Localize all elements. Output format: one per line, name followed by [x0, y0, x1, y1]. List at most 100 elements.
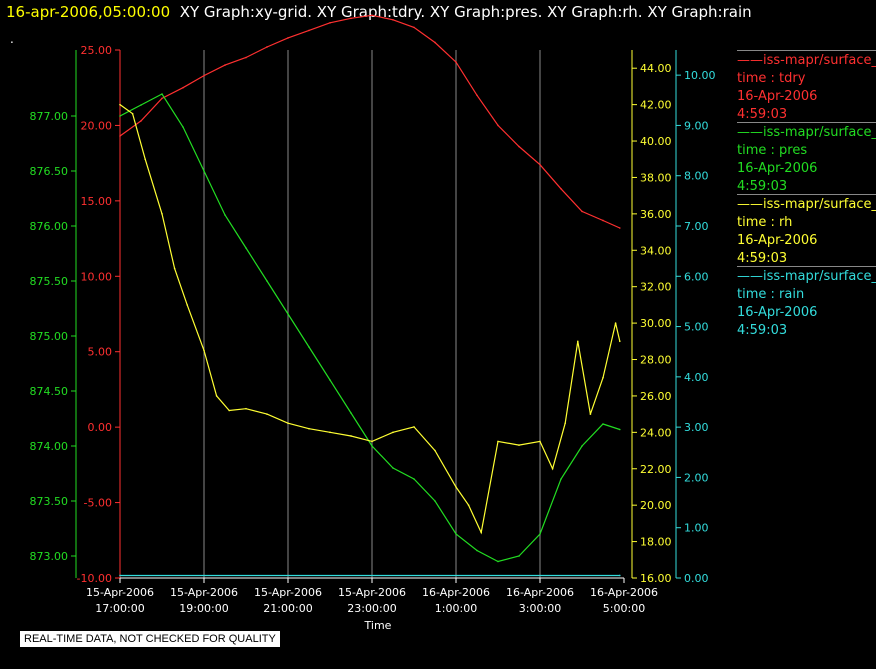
data-point-rh	[329, 431, 331, 434]
data-point-tdry	[245, 56, 247, 59]
y-tick-label-rh: 16.00	[640, 572, 672, 585]
data-point-tdry	[287, 37, 289, 39]
legend-entry: ——iss-mapr/surface_m time : tdry 16-Apr-20…	[737, 50, 876, 124]
legend-date: 16-Apr-2006	[737, 233, 818, 248]
series-line-pres	[119, 93, 620, 563]
data-point-tdry	[161, 97, 163, 100]
x-tick-label-date: 16-Apr-2006	[506, 586, 574, 599]
data-point-tdry	[119, 135, 121, 137]
data-point-pres	[350, 412, 352, 414]
y-tick-label-rh: 22.00	[640, 463, 672, 476]
data-point-tdry	[371, 14, 373, 17]
data-point-tdry	[266, 46, 268, 48]
data-point-rh	[589, 413, 592, 415]
y-tick-label-pres: 874.00	[30, 440, 69, 453]
data-point-rh	[392, 431, 394, 434]
data-point-rh	[602, 376, 604, 379]
data-point-pres	[245, 247, 247, 249]
data-point-rh	[308, 427, 310, 430]
x-tick-label-time: 1:00:00	[435, 602, 477, 615]
chart-header: 16-apr-2006,05:00:00 XY Graph:xy-grid. X…	[6, 3, 752, 21]
legend-line: ——iss-mapr/surface_m	[737, 269, 876, 284]
data-point-rh	[131, 112, 134, 115]
data-point-tdry	[518, 145, 520, 148]
x-tick-label-date: 16-Apr-2006	[590, 586, 658, 599]
y-tick-label-tdry: 25.00	[81, 44, 113, 57]
y-tick-label-rh: 36.00	[640, 208, 672, 221]
data-point-rh	[480, 531, 483, 534]
data-point-rh	[413, 426, 415, 428]
y-tick-label-tdry: 20.00	[81, 119, 113, 132]
data-point-tdry	[308, 29, 310, 32]
data-point-pres	[476, 549, 478, 552]
series-line-rh	[119, 104, 621, 535]
legend-date: 16-Apr-2006	[737, 161, 818, 176]
y-tick-label-rain: 10.00	[684, 69, 716, 82]
data-point-tdry	[455, 61, 457, 63]
data-point-rh	[455, 486, 457, 488]
legend-line: ——iss-mapr/surface_m	[737, 197, 876, 212]
data-point-tdry	[476, 94, 478, 97]
y-tick-label-pres: 875.50	[30, 275, 69, 288]
y-tick-label-pres: 873.00	[30, 550, 69, 563]
data-point-rh	[564, 422, 566, 425]
legend-entry: ——iss-mapr/surface_m time : pres 16-Apr-20…	[737, 122, 876, 196]
data-point-tdry	[434, 41, 436, 44]
data-point-tdry	[602, 219, 604, 222]
data-point-tdry	[140, 120, 142, 122]
legend-line: ——iss-mapr/surface_m	[737, 125, 876, 140]
data-point-pres	[203, 170, 205, 172]
data-point-tdry	[581, 210, 583, 213]
y-tick-label-pres: 873.50	[30, 495, 69, 508]
data-point-pres	[497, 560, 499, 563]
y-tick-label-pres: 876.50	[30, 165, 69, 178]
y-tick-label-tdry: 15.00	[81, 195, 113, 208]
data-point-rain	[119, 574, 121, 577]
data-point-pres	[224, 214, 226, 216]
data-point-rh	[539, 440, 541, 443]
data-point-rh	[551, 467, 554, 470]
data-point-rh	[144, 158, 146, 161]
legend-separator	[737, 194, 876, 195]
y-tick-label-rh: 24.00	[640, 426, 672, 439]
y-tick-label-tdry: 0.00	[88, 421, 113, 434]
data-point-rh	[614, 322, 617, 324]
x-tick-label-time: 23:00:00	[347, 602, 396, 615]
y-tick-label-tdry: 10.00	[81, 270, 113, 283]
data-point-rh	[434, 449, 436, 452]
legend-date: 16-Apr-2006	[737, 305, 818, 320]
data-point-pres	[413, 478, 415, 480]
legend-line: ——iss-mapr/surface_m	[737, 53, 876, 68]
legend-time: 4:59:03	[737, 323, 788, 338]
legend-separator	[737, 266, 876, 267]
data-point-rh	[350, 435, 352, 437]
y-tick-label-pres: 876.00	[30, 220, 69, 233]
data-point-tdry	[350, 17, 352, 20]
x-axis-label: Time	[364, 619, 392, 632]
data-point-pres	[392, 467, 394, 469]
x-tick-label-date: 16-Apr-2006	[422, 586, 490, 599]
y-tick-label-tdry: -5.00	[84, 497, 112, 510]
y-tick-label-rh: 20.00	[640, 499, 672, 512]
y-tick-label-tdry: 5.00	[88, 346, 113, 359]
y-tick-label-rh: 26.00	[640, 390, 672, 403]
data-point-rh	[467, 504, 470, 506]
legend-separator	[737, 122, 876, 123]
y-tick-label-tdry: -10.00	[77, 572, 112, 585]
data-point-pres	[455, 533, 457, 535]
data-point-tdry	[182, 86, 184, 89]
data-point-pres	[518, 555, 520, 557]
y-tick-label-rh: 42.00	[640, 99, 672, 112]
y-tick-label-rain: 4.00	[684, 371, 709, 384]
data-point-pres	[140, 104, 142, 106]
data-point-pres	[434, 500, 436, 502]
x-tick-label-date: 15-Apr-2006	[338, 586, 406, 599]
data-point-pres	[119, 115, 121, 117]
y-tick-label-rh: 30.00	[640, 317, 672, 330]
y-tick-label-rain: 8.00	[684, 170, 709, 183]
data-point-pres	[539, 533, 541, 535]
data-point-rh	[173, 267, 176, 270]
header-datetime: 16-apr-2006,05:00:00	[6, 3, 171, 21]
data-point-rh	[186, 304, 188, 306]
